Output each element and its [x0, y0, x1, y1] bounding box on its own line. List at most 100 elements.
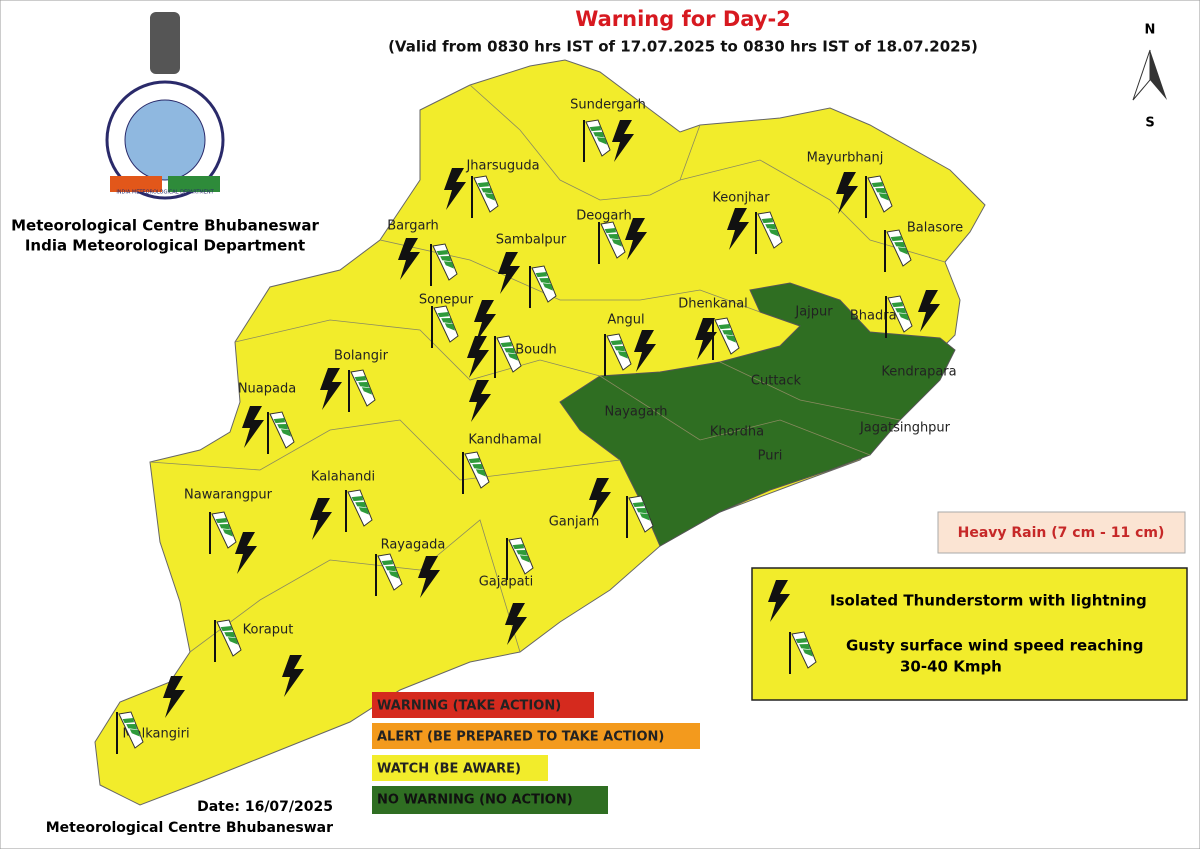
lightning-icon [282, 655, 304, 697]
windsock-icon [583, 119, 611, 162]
color-key: WARNING (TAKE ACTION) ALERT (BE PREPARED… [372, 692, 700, 814]
key-label: WATCH (BE AWARE) [377, 762, 521, 777]
district-label: Balasore [907, 221, 963, 236]
district-label: Boudh [515, 343, 557, 358]
district-label: Jharsuguda [465, 159, 539, 174]
windsock-stripe [220, 626, 232, 632]
windsock-icon [375, 553, 403, 596]
windsock-icon [471, 175, 499, 218]
district-label: Puri [758, 449, 783, 464]
district-label: Rayagada [381, 538, 446, 553]
lightning-icon [695, 318, 717, 360]
district-label: Mayurbhanj [807, 151, 884, 166]
key-alert [372, 723, 700, 749]
district-label: Angul [607, 313, 644, 328]
windsock-stripe [539, 278, 550, 284]
lightning-icon [625, 218, 647, 260]
windsock-stripe [611, 239, 622, 247]
windsock-icon [267, 411, 295, 454]
district-label: Sonepur [419, 293, 474, 308]
windsock-icon [865, 175, 893, 218]
date: Date: 16/07/2025 [197, 799, 333, 815]
key-label: NO WARNING (NO ACTION) [377, 793, 573, 808]
district-label: Koraput [243, 623, 294, 638]
district-label: Kalahandi [311, 470, 375, 485]
windsock-icon [755, 211, 783, 254]
windsock-stripe [277, 424, 288, 430]
windsock-stripe [122, 718, 134, 724]
lightning-icon [235, 532, 257, 574]
key-warning [372, 692, 594, 718]
windsock-stripe [355, 502, 366, 508]
district-label: Sundergarh [570, 98, 646, 113]
lightning-icon [320, 368, 342, 410]
border [234, 319, 601, 381]
lightning-icon [398, 238, 420, 280]
windsock-stripe [636, 508, 647, 514]
windsock-stripe [215, 518, 227, 524]
lightning-icon [727, 208, 749, 250]
windsock-stripe [878, 193, 889, 201]
windsock-stripe [722, 330, 733, 336]
lightning-icon [505, 603, 527, 645]
windsock-icon [604, 333, 632, 376]
windsock-stripe [477, 182, 489, 188]
lightning-icon [634, 330, 656, 372]
lightning-icon [474, 300, 496, 342]
windsock-stripe [608, 234, 619, 240]
windsock-stripe [351, 496, 363, 502]
legend-wind: Gusty surface wind speed reaching [846, 637, 1143, 655]
windsock-stripe [227, 637, 238, 645]
windsock-icon [529, 265, 557, 308]
lightning-icon [163, 676, 185, 718]
windsock-stripe [542, 283, 553, 291]
windsock-icon [214, 619, 242, 662]
windsock-stripe [761, 218, 773, 224]
lightning-icon [242, 406, 264, 448]
windsock-icon [885, 295, 913, 338]
logo: INDIA METEOROLOGICAL DEPARTMENT [105, 12, 225, 200]
windsock-stripe [224, 632, 235, 638]
windsock-icon [789, 631, 817, 674]
district-label: Nuapada [238, 382, 296, 397]
lightning-icon [418, 556, 440, 598]
windsock-stripe [596, 137, 607, 145]
windsock-stripe [129, 729, 140, 737]
district-label: Kandhamal [468, 433, 541, 448]
subtitle: (Valid from 0830 hrs IST of 17.07.2025 t… [388, 38, 978, 56]
windsock-stripe [871, 182, 883, 188]
emblem [150, 12, 180, 74]
compass-n: N [1145, 23, 1156, 38]
windsock-stripe [795, 638, 807, 644]
lightning-icon [612, 120, 634, 162]
windsock-stripe [604, 228, 616, 234]
windsock-icon [626, 495, 654, 538]
windsock-stripe [512, 544, 524, 550]
office-line: India Meteorological Department [25, 237, 305, 255]
windsock-stripe [768, 229, 779, 237]
windsock-stripe [475, 469, 486, 477]
windsock-stripe [484, 193, 495, 201]
windsock-stripe [519, 555, 530, 563]
legend-box [751, 567, 1188, 701]
windsock-stripe [614, 346, 625, 352]
windsock-stripe [443, 261, 454, 269]
district-label: Sambalpur [496, 233, 567, 248]
lightning-icon [589, 478, 611, 520]
district-label: Bargarh [387, 219, 439, 234]
district-label: Jajpur [794, 305, 833, 320]
windsock-stripe [500, 342, 512, 348]
windsock-stripe [381, 560, 393, 566]
legend-thunderstorm: Isolated Thunderstorm with lightning [830, 592, 1147, 610]
windsock-icon [712, 317, 740, 360]
windsock-icon [430, 243, 458, 286]
legend-wind: 30-40 Kmph [900, 658, 1002, 676]
district-label: Deogarh [576, 209, 632, 224]
windsock-stripe [898, 313, 909, 321]
district-label: Jagatsinghpur [859, 421, 951, 436]
footer-office: Meteorological Centre Bhubaneswar [46, 820, 333, 836]
windsock-stripe [589, 126, 601, 132]
windsock-stripe [441, 318, 452, 324]
windsock-stripe [388, 571, 399, 579]
